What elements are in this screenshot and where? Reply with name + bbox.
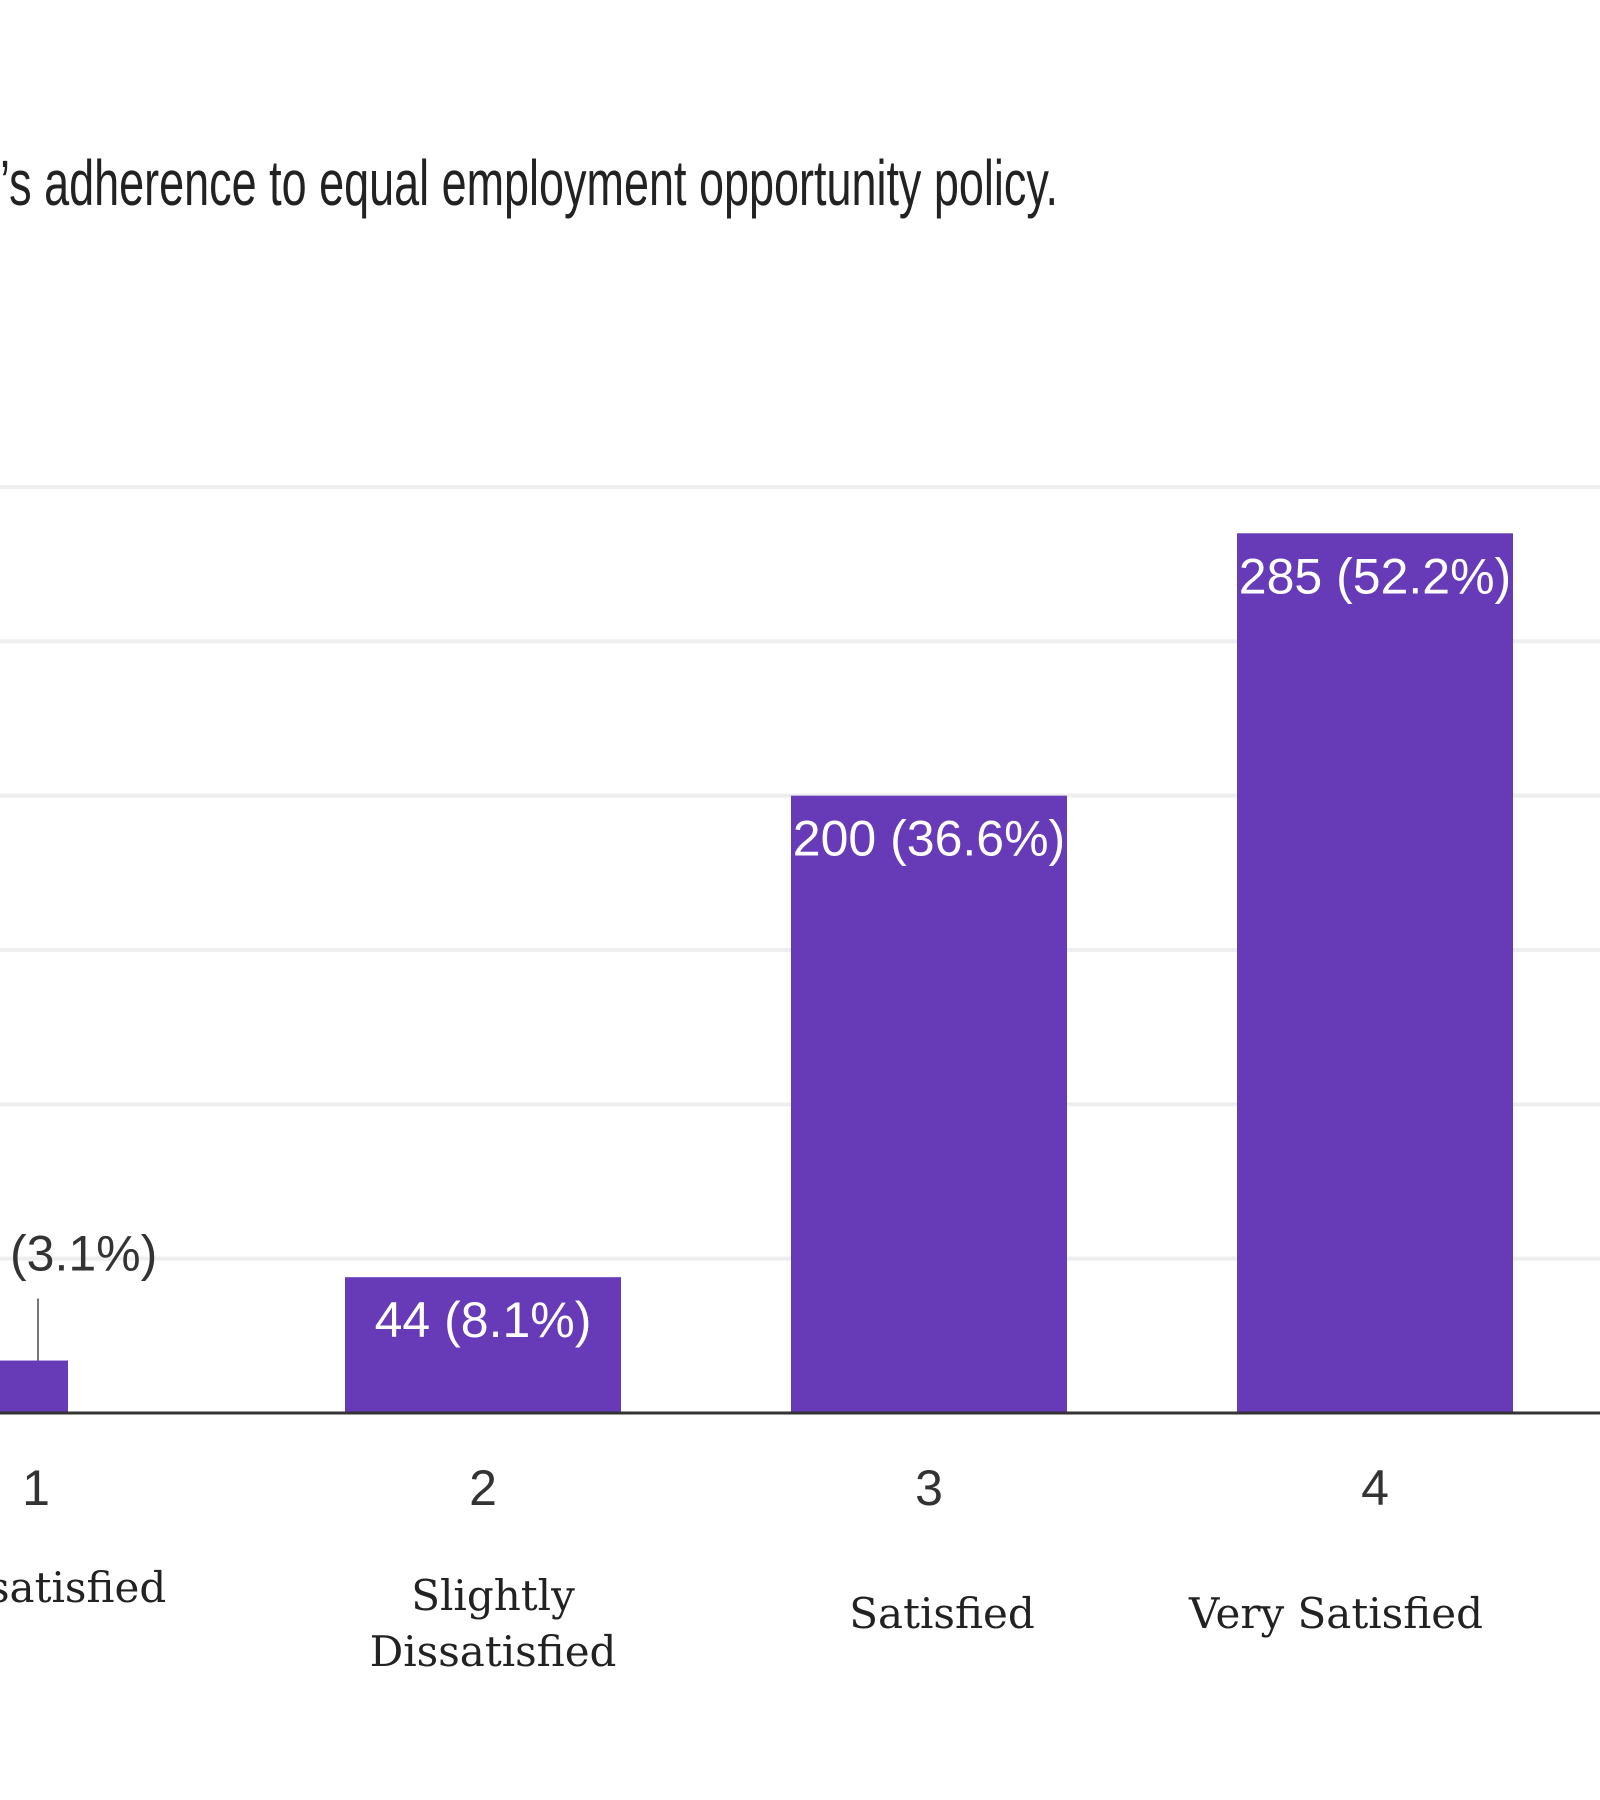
data-label-2: 44 (8.1%) <box>375 1292 592 1348</box>
category-description: Slightly <box>411 1571 575 1620</box>
x-tick-label: 4 <box>1361 1460 1389 1516</box>
bar-1 <box>0 1360 68 1413</box>
x-tick-label: 2 <box>469 1460 497 1516</box>
x-tick-label: 3 <box>915 1460 943 1516</box>
bar-4 <box>1237 533 1513 1413</box>
data-label-3: 200 (36.6%) <box>793 811 1065 867</box>
bar-2 <box>345 1277 621 1413</box>
category-description: Satisfied <box>849 1589 1034 1638</box>
data-label-1: (3.1%) <box>10 1226 157 1282</box>
category-description: satisfied <box>0 1563 166 1612</box>
x-tick-label: 1 <box>22 1460 50 1516</box>
data-label-4: 285 (52.2%) <box>1239 548 1511 604</box>
category-description: Dissatisfied <box>370 1627 617 1676</box>
bar-3 <box>791 795 1067 1413</box>
category-description: Very Satisfied <box>1188 1589 1483 1638</box>
chart-title: ’s adherence to equal employment opportu… <box>0 147 1058 219</box>
